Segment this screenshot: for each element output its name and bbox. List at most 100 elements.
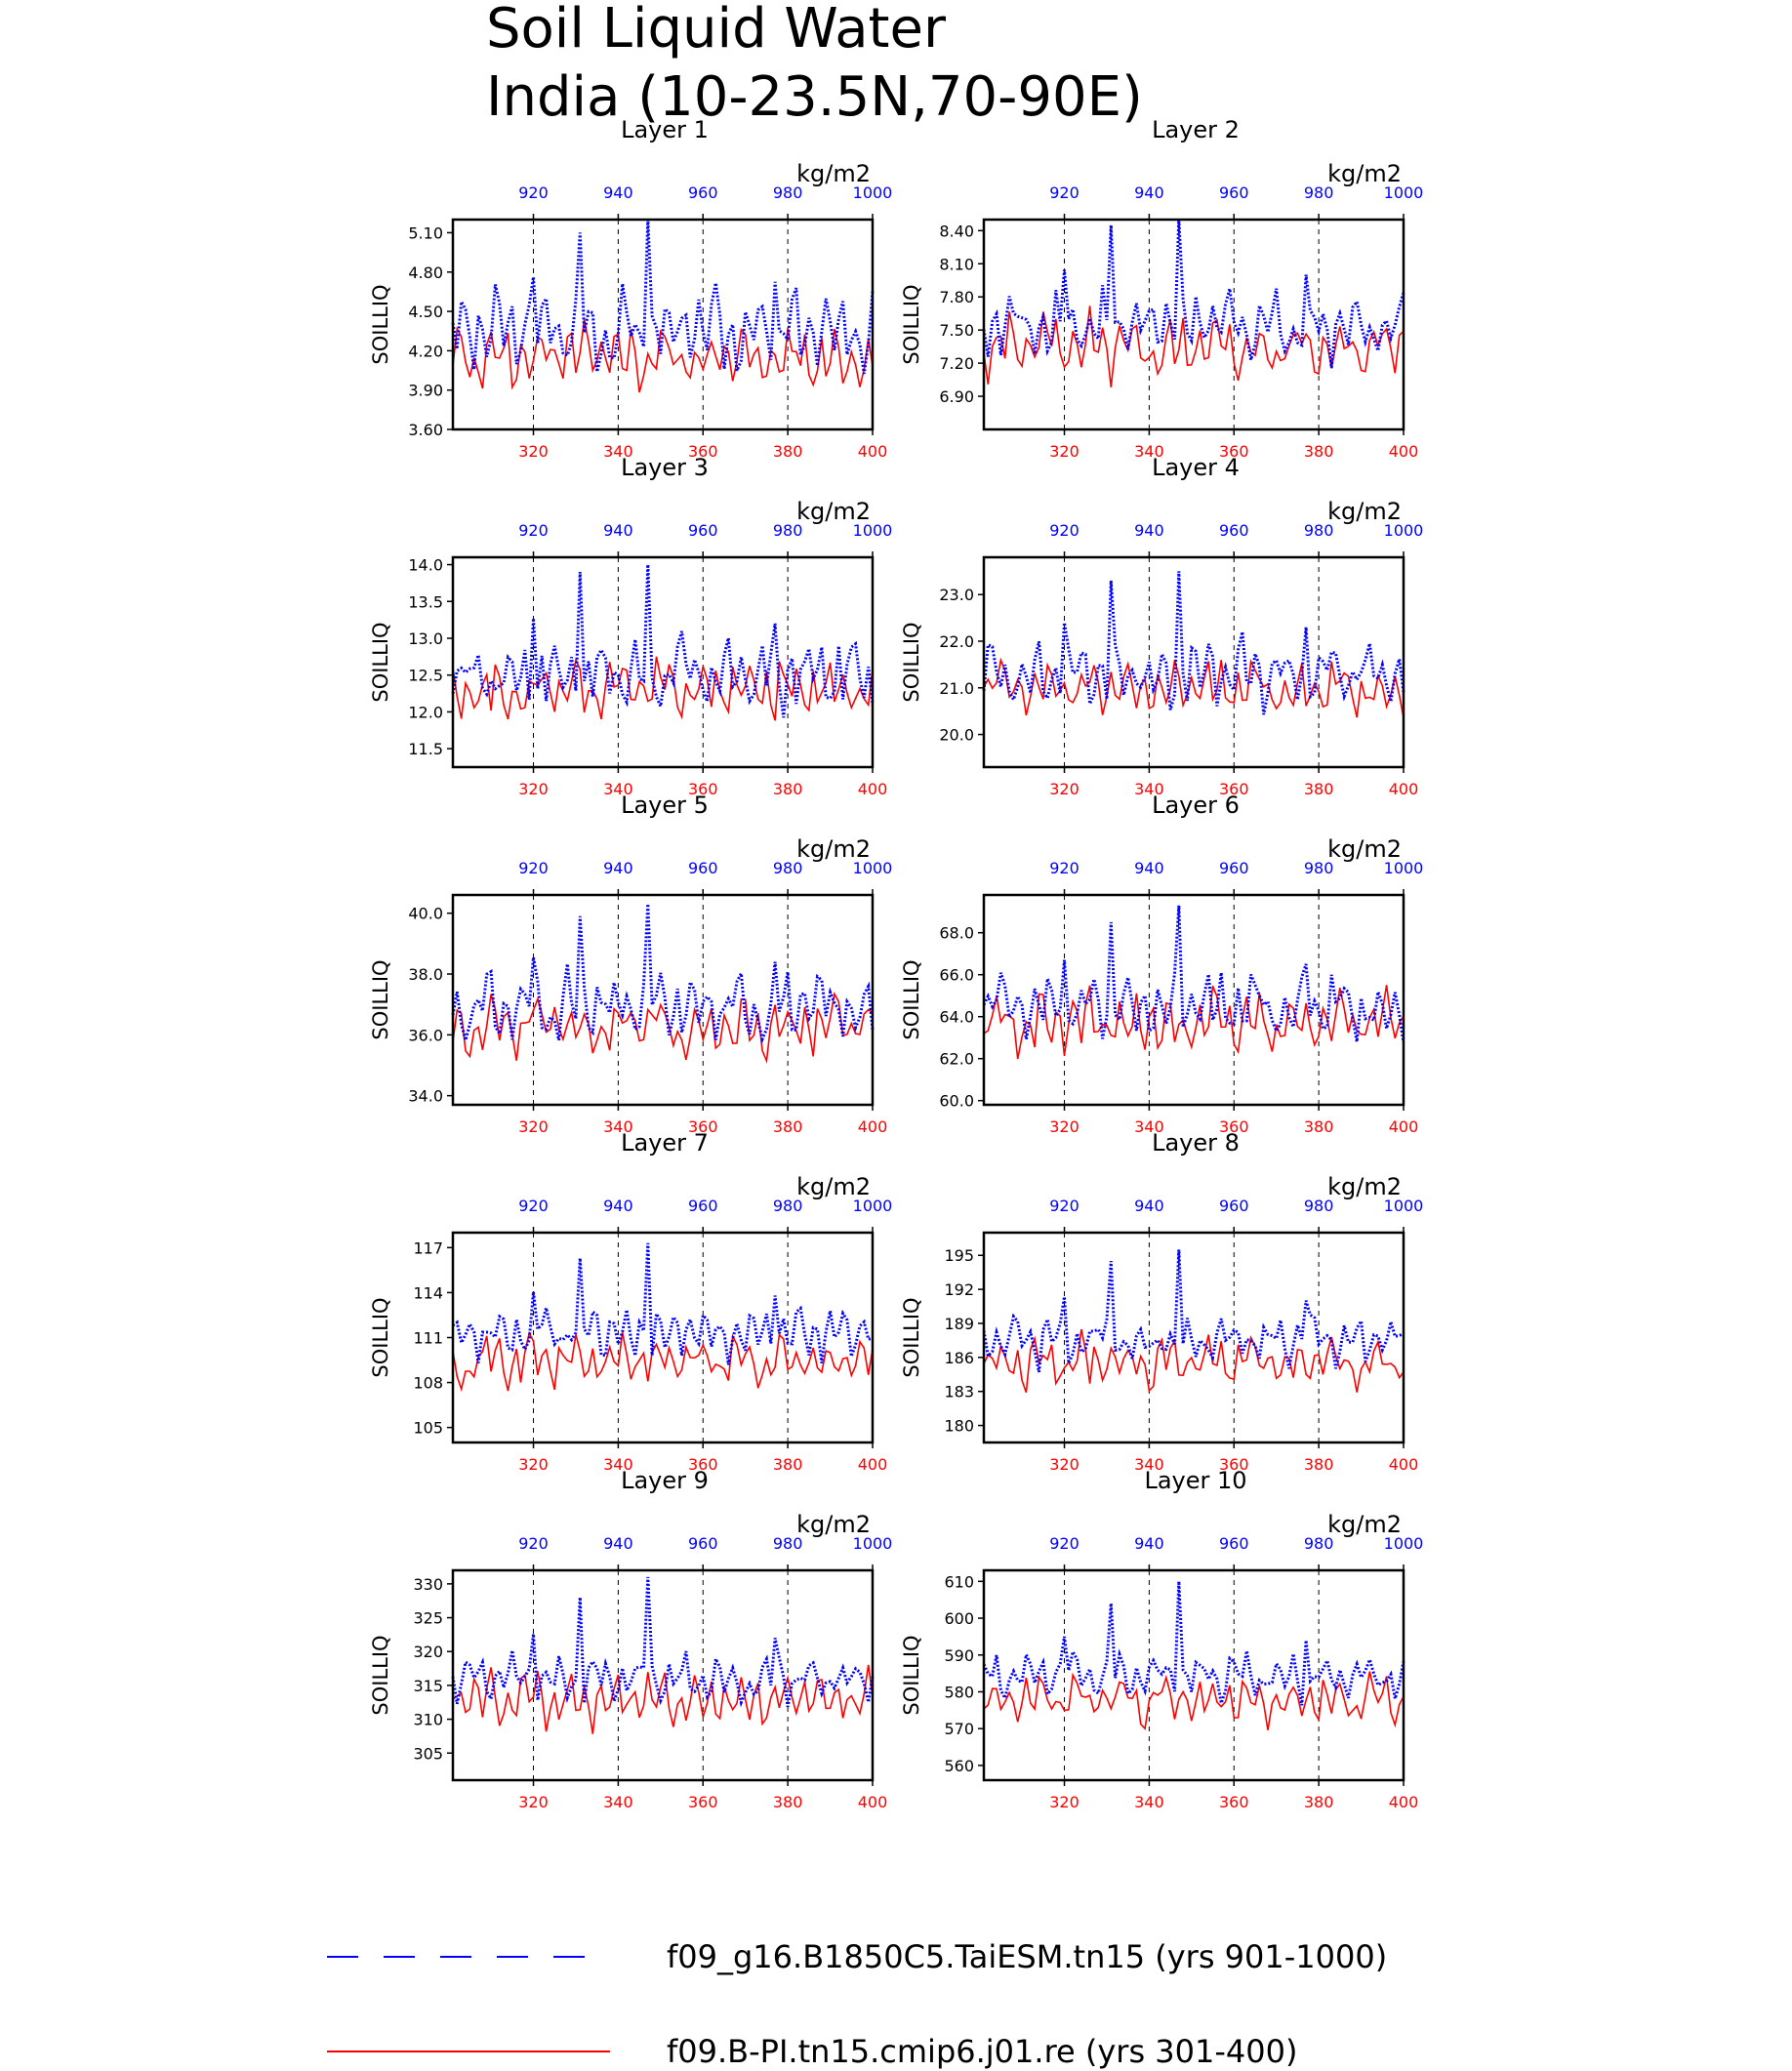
y-tick-label: 114 xyxy=(413,1283,443,1302)
y-tick-label: 590 xyxy=(944,1646,974,1665)
plot-frame xyxy=(451,893,875,1107)
plot-frame xyxy=(982,555,1405,769)
y-tick-label: 8.10 xyxy=(939,255,974,273)
series-line-blue xyxy=(982,219,1405,369)
x-top-tick-label: 940 xyxy=(1134,521,1164,540)
x-top-tick-label: 980 xyxy=(1304,1197,1334,1215)
x-bottom-tick-label: 400 xyxy=(858,1455,888,1474)
x-bottom-tick-label: 400 xyxy=(858,442,888,461)
x-bottom-tick-label: 380 xyxy=(773,1117,803,1136)
x-bottom-tick-label: 400 xyxy=(1389,1455,1419,1474)
y-axis-label: SOILLIQ xyxy=(900,1635,923,1715)
x-bottom-tick-label: 380 xyxy=(773,780,803,798)
y-tick-label: 34.0 xyxy=(408,1087,443,1106)
y-tick-label: 117 xyxy=(413,1239,443,1257)
panel-title: Layer 5 xyxy=(621,792,709,819)
series-line-red xyxy=(983,1671,1405,1730)
x-top-tick-label: 1000 xyxy=(1384,1534,1424,1553)
x-bottom-tick-label: 320 xyxy=(1049,1455,1079,1474)
y-tick-label: 4.80 xyxy=(408,264,443,282)
x-bottom-tick-label: 380 xyxy=(1304,1793,1334,1811)
x-top-tick-label: 980 xyxy=(773,1534,803,1553)
y-axis-label: SOILLIQ xyxy=(369,622,392,702)
y-tick-label: 20.0 xyxy=(939,726,974,745)
x-top-tick-label: 960 xyxy=(688,859,718,877)
series-line-blue xyxy=(451,564,875,718)
x-top-tick-label: 960 xyxy=(688,521,718,540)
x-top-tick-label: 920 xyxy=(1049,859,1079,877)
y-tick-label: 320 xyxy=(413,1643,443,1661)
y-tick-label: 12.0 xyxy=(408,703,443,721)
x-bottom-tick-label: 380 xyxy=(773,1455,803,1474)
y-tick-label: 7.20 xyxy=(939,354,974,373)
x-top-tick-label: 920 xyxy=(1049,1534,1079,1553)
x-top-tick-label: 920 xyxy=(1049,521,1079,540)
panel-layer-4: Layer 4 kg/m2 SOILLIQ 23.0 22.0 21.0 20.0 320 34… xyxy=(900,454,1423,798)
x-bottom-tick-label: 400 xyxy=(1389,780,1419,798)
x-bottom-tick-label: 360 xyxy=(688,442,718,461)
y-tick-label: 570 xyxy=(944,1720,974,1738)
y-axis-label: SOILLIQ xyxy=(900,1297,923,1377)
y-tick-label: 560 xyxy=(944,1757,974,1775)
x-bottom-tick-label: 340 xyxy=(603,1793,633,1811)
x-top-tick-label: 920 xyxy=(1049,183,1079,202)
y-tick-label: 60.0 xyxy=(939,1092,974,1111)
x-bottom-tick-label: 360 xyxy=(688,1455,718,1474)
series-line-blue xyxy=(982,1581,1405,1710)
series-line-blue xyxy=(451,904,875,1046)
plot-frame xyxy=(451,555,875,769)
x-top-tick-label: 980 xyxy=(1304,1534,1334,1553)
x-top-tick-label: 940 xyxy=(603,859,633,877)
y-axis-label: SOILLIQ xyxy=(900,622,923,702)
y-tick-label: 68.0 xyxy=(939,924,974,943)
series-line-blue xyxy=(982,1249,1405,1373)
x-top-tick-label: 1000 xyxy=(853,1534,893,1553)
y-tick-label: 7.50 xyxy=(939,321,974,340)
x-bottom-tick-label: 320 xyxy=(518,1793,549,1811)
x-top-tick-label: 980 xyxy=(1304,521,1334,540)
panel-title: Layer 4 xyxy=(1152,454,1240,481)
x-top-tick-label: 960 xyxy=(688,1534,718,1553)
panel-title: Layer 1 xyxy=(621,116,709,143)
x-bottom-tick-label: 360 xyxy=(1219,780,1249,798)
x-top-tick-label: 940 xyxy=(1134,1197,1164,1215)
x-top-tick-label: 960 xyxy=(688,183,718,202)
panel-units: kg/m2 xyxy=(796,160,871,187)
x-top-tick-label: 940 xyxy=(1134,859,1164,877)
x-bottom-tick-label: 320 xyxy=(518,1455,549,1474)
x-bottom-tick-label: 320 xyxy=(1049,1117,1079,1136)
y-tick-label: 305 xyxy=(413,1744,443,1763)
series-line-red xyxy=(983,1328,1405,1393)
panel-title: Layer 7 xyxy=(621,1129,709,1157)
y-tick-label: 183 xyxy=(944,1383,974,1401)
x-top-tick-label: 1000 xyxy=(853,1197,893,1215)
x-top-tick-label: 980 xyxy=(1304,859,1334,877)
x-bottom-tick-label: 320 xyxy=(1049,1793,1079,1811)
y-tick-label: 195 xyxy=(944,1246,974,1265)
y-axis-label: SOILLIQ xyxy=(369,959,392,1039)
y-tick-label: 580 xyxy=(944,1683,974,1701)
series-line-blue xyxy=(451,1576,875,1708)
y-tick-label: 21.0 xyxy=(939,679,974,698)
x-top-tick-label: 1000 xyxy=(853,183,893,202)
panel-layer-5: Layer 5 kg/m2 SOILLIQ 40.0 38.0 36.0 34.0 320 34… xyxy=(369,792,892,1136)
y-tick-label: 3.90 xyxy=(408,382,443,400)
y-tick-label: 11.5 xyxy=(408,740,443,758)
x-bottom-tick-label: 360 xyxy=(1219,1793,1249,1811)
figure-title-line2: India (10-23.5N,70-90E) xyxy=(486,65,1143,129)
x-bottom-tick-label: 360 xyxy=(1219,442,1249,461)
series-line-red xyxy=(452,992,874,1065)
y-tick-label: 14.0 xyxy=(408,556,443,575)
y-tick-label: 111 xyxy=(413,1329,443,1348)
x-bottom-tick-label: 340 xyxy=(603,780,633,798)
x-bottom-tick-label: 340 xyxy=(1134,780,1164,798)
y-tick-label: 64.0 xyxy=(939,1008,974,1027)
y-tick-label: 4.20 xyxy=(408,342,443,360)
x-bottom-tick-label: 380 xyxy=(1304,442,1334,461)
x-top-tick-label: 1000 xyxy=(1384,183,1424,202)
y-tick-label: 38.0 xyxy=(408,965,443,984)
panel-title: Layer 9 xyxy=(621,1467,709,1494)
x-top-tick-label: 960 xyxy=(1219,1197,1249,1215)
panel-layer-1: Layer 1 kg/m2 SOILLIQ 5.10 4.80 4.50 4.20 3.90 3… xyxy=(369,116,892,461)
